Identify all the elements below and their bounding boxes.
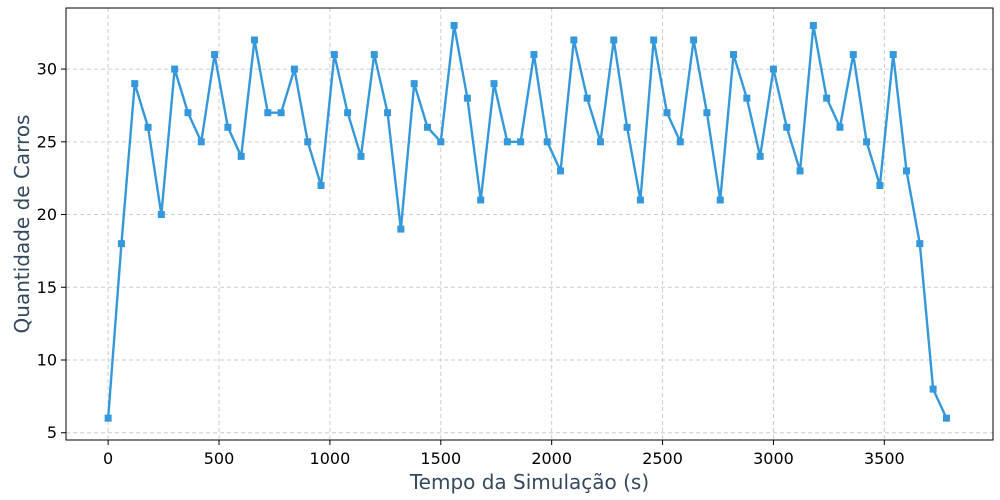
data-point [290,65,298,73]
data-point [397,225,405,233]
data-point [557,167,565,175]
data-point [769,65,777,73]
data-point [690,36,698,44]
data-series [104,21,950,422]
data-point [903,167,911,175]
x-tick-label: 3000 [753,449,794,468]
data-point [384,109,392,117]
data-point [344,109,352,117]
x-tick-label: 500 [204,449,235,468]
data-point [636,196,644,204]
data-point [823,94,831,102]
data-point [530,51,538,59]
data-point [889,51,897,59]
data-point [716,196,724,204]
series-line [106,24,948,420]
data-point [583,94,591,102]
data-point [543,138,551,146]
y-tick-label: 30 [37,60,57,79]
data-point [743,94,751,102]
data-point [663,109,671,117]
data-point [264,109,272,117]
x-axis-title: Tempo da Simulação (s) [409,470,649,494]
data-point [370,51,378,59]
data-point [703,109,711,117]
x-tick-label: 1000 [310,449,351,468]
data-point [929,385,937,393]
x-tick-label: 2500 [642,449,683,468]
data-point [623,123,631,131]
data-point [157,211,165,219]
data-point [676,138,684,146]
data-point [104,414,112,422]
y-tick-label: 10 [37,351,57,370]
data-point [423,123,431,131]
data-point [410,80,418,88]
data-point [317,181,325,189]
data-point [211,51,219,59]
data-point [796,167,804,175]
data-point [610,36,618,44]
y-tick-label: 5 [47,423,57,442]
data-point [437,138,445,146]
data-point [131,80,139,88]
data-point [783,123,791,131]
data-point [184,109,192,117]
x-tick-label: 2000 [531,449,572,468]
data-point [836,123,844,131]
data-point [171,65,179,73]
y-axis-title: Quantidade de Carros [10,115,34,334]
data-point [477,196,485,204]
data-point [596,138,604,146]
data-point [450,21,458,29]
x-tick-label: 1500 [420,449,461,468]
data-point [277,109,285,117]
plot-frame [65,7,994,441]
data-point [863,138,871,146]
data-point [730,51,738,59]
data-point [490,80,498,88]
data-point [809,21,817,29]
data-point [517,138,525,146]
data-point [251,36,258,44]
data-point [570,36,578,44]
data-point [224,123,232,131]
x-tick-label: 3500 [864,449,905,468]
data-point [916,240,924,248]
y-tick-label: 20 [37,205,57,224]
data-point [876,181,884,189]
data-point [942,414,950,422]
data-point [756,152,764,160]
data-point [237,152,245,160]
data-point [357,152,365,160]
y-tick-label: 15 [37,278,57,297]
data-point [330,51,338,59]
data-point [304,138,312,146]
data-point [463,94,471,102]
data-point [503,138,511,146]
grid-lines [66,8,993,440]
y-tick-label: 25 [37,132,57,151]
data-point [144,123,152,131]
data-point [650,36,658,44]
data-point [117,240,125,248]
x-tick-label: 0 [103,449,113,468]
axis-ticks: 0 500 1000 1500 2000 2500 3000 3500 5 10 15 20 25 30 [37,60,905,468]
data-point [197,138,205,146]
data-point [849,51,857,59]
